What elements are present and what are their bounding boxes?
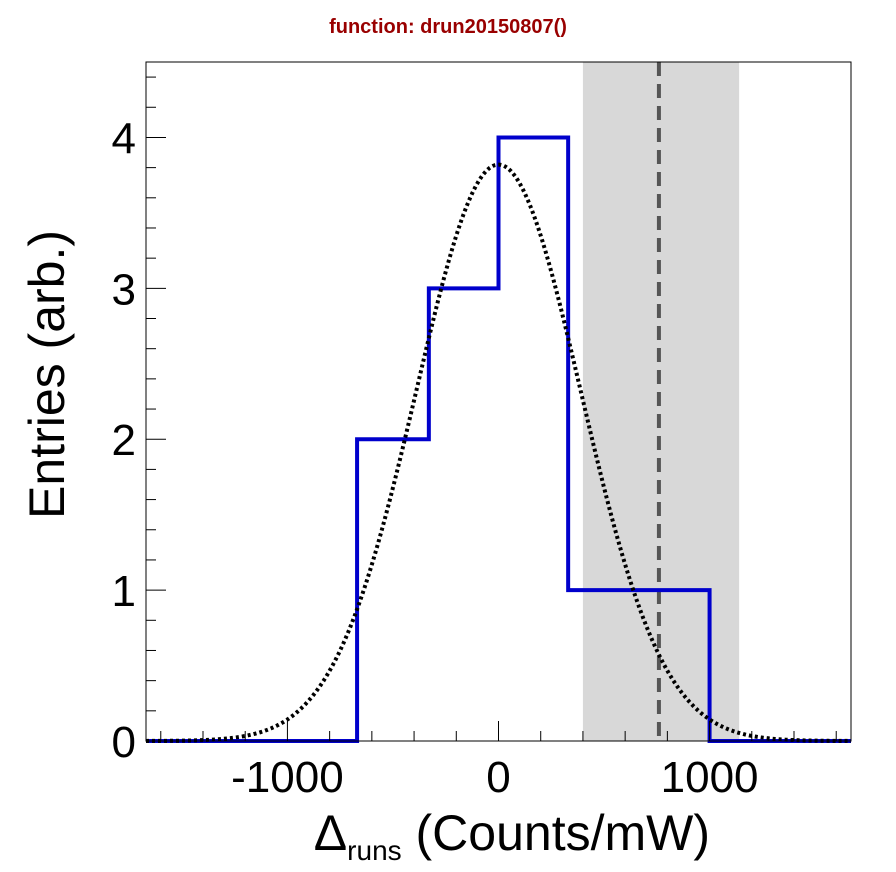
chart-title: function: drun20150807()	[329, 16, 567, 38]
histogram-series	[146, 135, 851, 743]
fit-curve-line	[145, 162, 852, 743]
y-tick-label: 4	[112, 114, 136, 163]
y-tick-label: 1	[112, 567, 136, 616]
x-tick-label: 1000	[661, 753, 759, 802]
histogram-outline	[146, 135, 851, 743]
x-tick-label: -1000	[231, 753, 344, 802]
y-axis-ticks: 0 1 2 3 4	[112, 76, 166, 767]
y-axis-label: Entries (arb.)	[19, 230, 75, 519]
band-rect	[582, 62, 740, 741]
x-axis-label-subscript: runs	[347, 835, 401, 866]
fit-curve	[145, 162, 852, 743]
x-axis-label: Δruns (Counts/mW)	[314, 805, 710, 866]
y-tick-label: 2	[112, 416, 136, 465]
x-axis-ticks: -1000 0 1000	[160, 721, 837, 802]
x-axis-label-unit: (Counts/mW)	[402, 805, 710, 861]
y-tick-label: 0	[112, 718, 136, 767]
y-tick-label: 3	[112, 265, 136, 314]
x-tick-label: 0	[486, 753, 510, 802]
uncertainty-band	[582, 62, 740, 741]
x-axis-label-symbol: Δ	[314, 805, 347, 861]
